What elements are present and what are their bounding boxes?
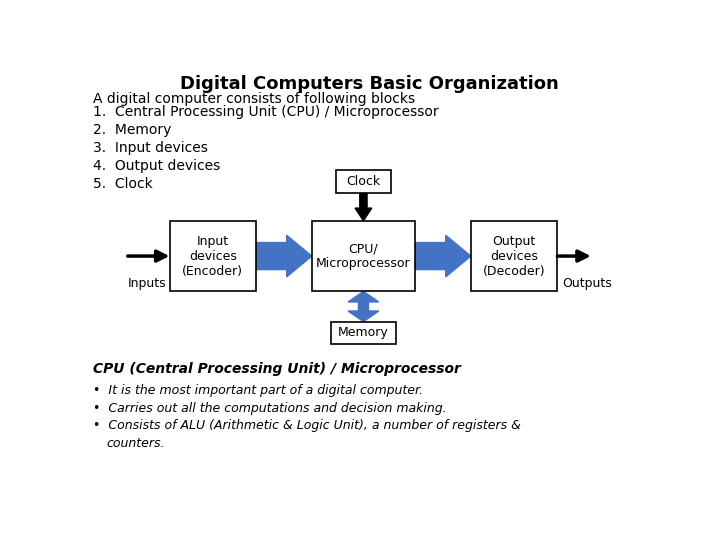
Polygon shape <box>256 235 312 277</box>
FancyBboxPatch shape <box>312 221 415 292</box>
Text: Input
devices
(Encoder): Input devices (Encoder) <box>182 234 243 278</box>
Text: Digital Computers Basic Organization: Digital Computers Basic Organization <box>179 75 559 93</box>
Text: •  It is the most important part of a digital computer.: • It is the most important part of a dig… <box>93 384 423 397</box>
Text: 3.  Input devices: 3. Input devices <box>93 141 207 155</box>
Text: 1.  Central Processing Unit (CPU) / Microprocessor: 1. Central Processing Unit (CPU) / Micro… <box>93 105 438 119</box>
FancyBboxPatch shape <box>169 221 256 292</box>
Polygon shape <box>415 235 471 277</box>
Text: CPU (Central Processing Unit) / Microprocessor: CPU (Central Processing Unit) / Micropro… <box>93 362 461 376</box>
Text: Outputs: Outputs <box>562 277 611 290</box>
FancyBboxPatch shape <box>331 321 395 345</box>
Text: Clock: Clock <box>346 175 380 188</box>
Text: Memory: Memory <box>338 327 389 340</box>
Text: CPU/
Microprocessor: CPU/ Microprocessor <box>316 242 410 270</box>
FancyBboxPatch shape <box>471 221 557 292</box>
Text: Output
devices
(Decoder): Output devices (Decoder) <box>483 234 545 278</box>
Text: •  Consists of ALU (Arithmetic & Logic Unit), a number of registers &: • Consists of ALU (Arithmetic & Logic Un… <box>93 420 521 433</box>
Text: •  Carries out all the computations and decision making.: • Carries out all the computations and d… <box>93 402 446 415</box>
Text: Inputs: Inputs <box>127 277 166 290</box>
Text: 2.  Memory: 2. Memory <box>93 123 171 137</box>
Text: counters.: counters. <box>107 437 166 450</box>
Text: A digital computer consists of following blocks: A digital computer consists of following… <box>93 92 415 106</box>
Polygon shape <box>348 292 379 321</box>
FancyBboxPatch shape <box>336 170 392 193</box>
Text: 5.  Clock: 5. Clock <box>93 177 153 191</box>
Text: 4.  Output devices: 4. Output devices <box>93 159 220 173</box>
Polygon shape <box>355 193 372 221</box>
